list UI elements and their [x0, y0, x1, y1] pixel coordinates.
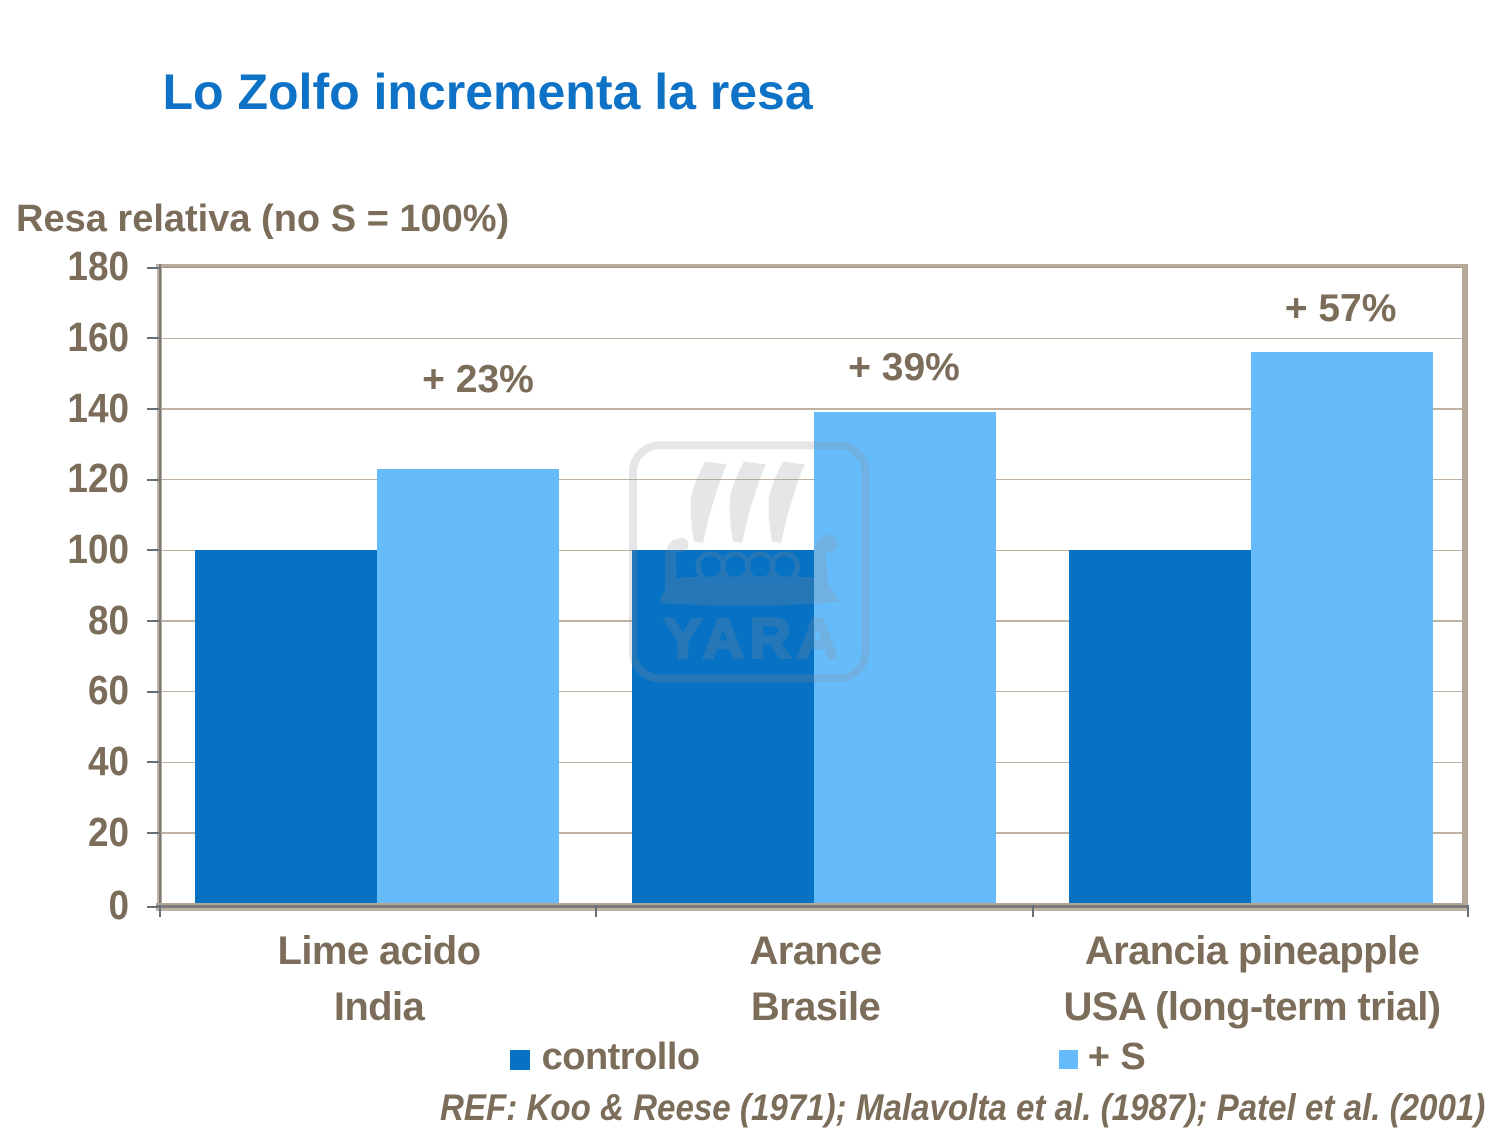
svg-text:YARA: YARA [664, 607, 844, 671]
